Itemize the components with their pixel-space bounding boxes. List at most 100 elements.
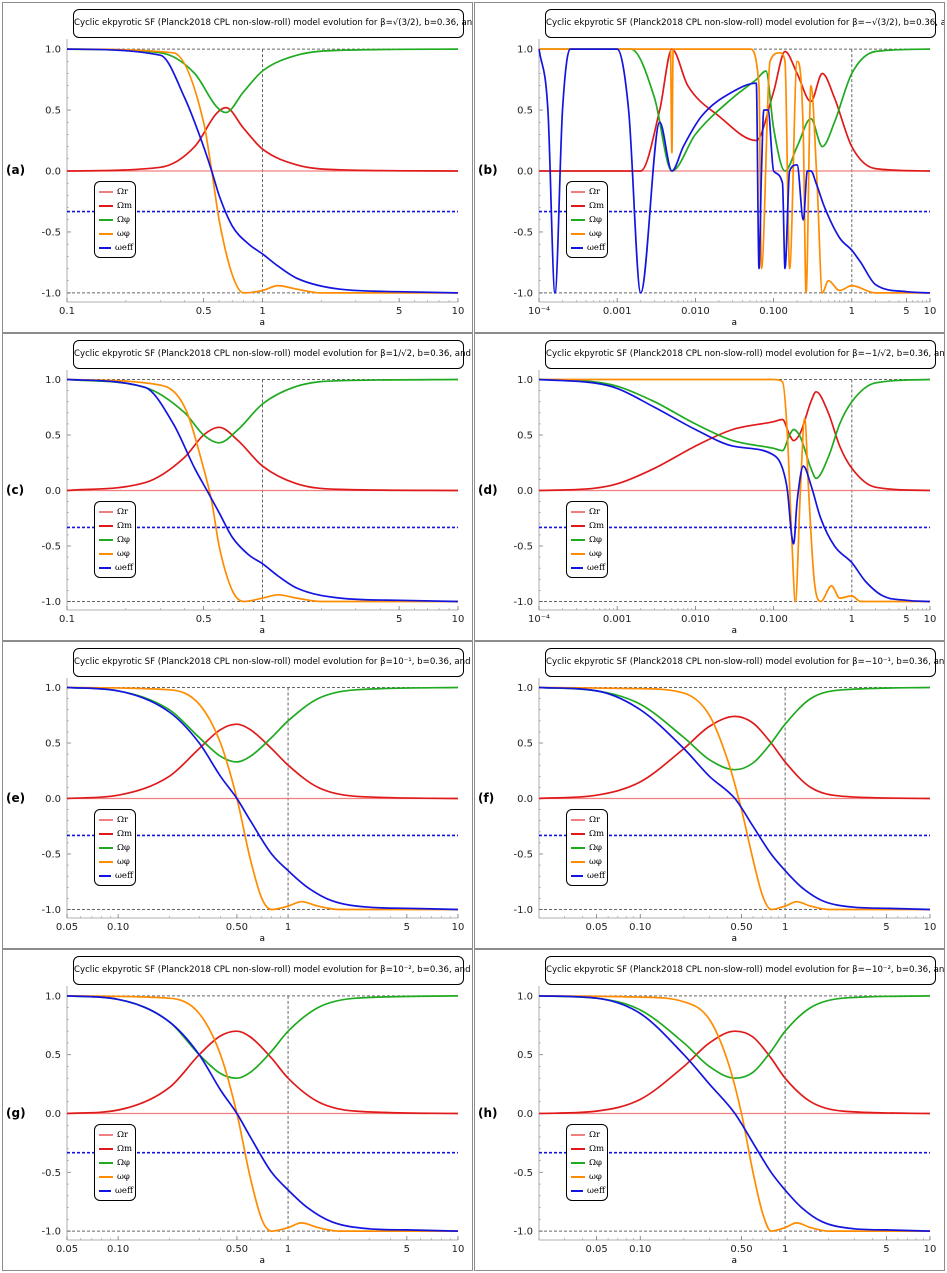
series-line-omega-m <box>538 390 931 492</box>
x-tick-label: 0.001 <box>603 306 632 317</box>
axes: -1.0 -0.5 0.0 0.5 1.0 0.05 0.10 0.50 1 5 10 <box>513 986 936 1255</box>
x-tick-label: 0.05 <box>586 922 608 933</box>
series-line-w-phi <box>538 686 930 911</box>
x-tick-label: 0.10 <box>107 922 129 933</box>
series-line-omega-phi <box>66 995 459 1080</box>
y-tick-label: 1.0 <box>45 991 61 1002</box>
x-tick-label: 0.05 <box>56 922 78 933</box>
x-tick-label: 5 <box>404 1244 410 1255</box>
y-tick-label: 0.5 <box>517 1050 533 1061</box>
legend-item-omega-m: Ωm <box>99 199 133 213</box>
panel-label: (g) <box>6 1105 26 1120</box>
y-tick-label: -1.0 <box>41 288 61 299</box>
panel-label: (f) <box>478 790 495 805</box>
legend-label: ωφ <box>117 856 130 867</box>
series-line-w-eff <box>538 378 931 603</box>
axes: -1.0 -0.5 0.0 0.5 1.0 10⁻⁴ 0.001 0.010 0.100 1 5 10 <box>513 370 936 625</box>
legend-label: Ωm <box>117 201 133 211</box>
legend-label: Ωr <box>117 506 129 517</box>
y-tick-label: -0.5 <box>41 1168 61 1179</box>
y-tick-label: 0.0 <box>45 794 61 805</box>
legend-swatch <box>571 191 585 193</box>
legend-label: ωeff <box>586 562 605 573</box>
x-tick-label: 5 <box>903 614 909 625</box>
legend-label: Ωφ <box>589 215 602 225</box>
series-line-w-eff <box>538 48 931 294</box>
legend-swatch <box>571 818 585 821</box>
legend-swatch <box>99 538 113 541</box>
x-tick-label: 0.50 <box>226 1244 248 1255</box>
legend-label: Ωr <box>589 1129 601 1140</box>
panel-label: (c) <box>6 482 25 497</box>
x-axis-label: a <box>259 626 266 636</box>
legend-item-omega-r: Ωr <box>99 813 133 827</box>
x-tick-label: 5 <box>883 922 889 933</box>
legend-item-omega-m: Ωm <box>99 519 133 533</box>
x-tick-label: 10 <box>452 922 465 933</box>
legend-label: Ωr <box>117 814 129 825</box>
x-tick-label: 1 <box>849 306 855 317</box>
chart-title: Cyclic ekpyrotic SF (Planck2018 CPL non-… <box>545 956 944 985</box>
legend: Ωr Ωm Ωφ ωφ ωeff <box>94 808 136 886</box>
plot-svg: -1.0 -0.5 0.0 0.5 1.0 0.05 0.10 0.50 1 5 10 <box>41 678 465 933</box>
legend-item-w-eff: ωeff <box>571 1184 605 1198</box>
legend-label: ωeff <box>114 870 133 881</box>
legend: Ωr Ωm Ωφ ωφ ωeff <box>566 181 608 258</box>
panel-a: -1.0 -0.5 0.0 0.5 1.0 0.1 0.5 1 5 10 a Cyclic ekpyr… <box>2 2 473 333</box>
axes: -1.0 -0.5 0.0 0.5 1.0 10⁻⁴ 0.001 0.010 0.100 1 5 10 <box>513 39 936 317</box>
y-tick-label: 1.0 <box>517 375 533 386</box>
y-tick-label: -0.5 <box>513 849 533 860</box>
legend-label: ωφ <box>589 548 602 559</box>
y-tick-label: -0.5 <box>513 1168 533 1179</box>
y-tick-label: 0.0 <box>517 167 533 178</box>
y-tick-label: 0.5 <box>45 1050 61 1061</box>
legend-swatch <box>99 510 113 513</box>
x-tick-label: 10 <box>924 614 937 625</box>
x-tick-label: 1 <box>782 1244 788 1255</box>
y-tick-label: 1.0 <box>45 683 61 694</box>
y-tick-label: 1.0 <box>517 683 533 694</box>
y-tick-label: -1.0 <box>41 1227 61 1238</box>
legend-swatch <box>571 846 585 849</box>
y-tick-label: 1.0 <box>45 375 61 386</box>
x-tick-label: 0.5 <box>196 306 212 317</box>
legend-item-w-eff: ωeff <box>99 241 133 255</box>
legend-item-omega-m: Ωm <box>571 827 605 841</box>
x-tick-label: 10 <box>924 1244 937 1255</box>
x-tick-label: 10 <box>452 614 465 625</box>
x-axis-label: a <box>731 934 738 944</box>
legend-item-w-phi: ωφ <box>571 855 605 869</box>
legend-label: Ωφ <box>589 534 602 545</box>
panel-f: -1.0 -0.5 0.0 0.5 1.0 0.05 0.10 0.50 1 5 10 a Cyclic… <box>474 641 945 949</box>
legend-item-omega-phi: Ωφ <box>571 213 605 227</box>
legend-item-omega-r: Ωr <box>99 1128 133 1142</box>
x-tick-label: 0.001 <box>603 614 632 625</box>
axes: -1.0 -0.5 0.0 0.5 1.0 0.1 0.5 1 5 10 <box>41 39 464 317</box>
legend-label: Ωr <box>117 187 129 197</box>
legend-label: Ωr <box>589 506 601 517</box>
legend-swatch <box>99 247 111 249</box>
legend-label: Ωm <box>117 1143 133 1154</box>
plot-svg: -1.0 -0.5 0.0 0.5 1.0 0.05 0.10 0.50 1 5 10 <box>513 678 936 933</box>
x-axis-label: a <box>259 318 266 328</box>
legend-label: Ωm <box>589 1143 605 1154</box>
y-tick-label: -1.0 <box>41 597 61 608</box>
panel-b: -1.0 -0.5 0.0 0.5 1.0 10⁻⁴ 0.001 0.010 0.100 1 5 10… <box>474 2 945 333</box>
series-line-w-phi <box>538 995 930 1232</box>
legend: Ωr Ωm Ωφ ωφ ωeff <box>566 1123 608 1201</box>
y-tick-label: -0.5 <box>41 541 61 552</box>
x-tick-label: 10 <box>452 306 465 317</box>
legend-label: ωeff <box>586 243 605 253</box>
legend-item-w-phi: ωφ <box>571 227 605 241</box>
series-line-w-eff <box>66 48 459 294</box>
legend-swatch <box>571 860 585 863</box>
chart-title: Cyclic ekpyrotic SF (Planck2018 CPL non-… <box>545 9 944 38</box>
legend: Ωr Ωm Ωφ ωφ ωeff <box>566 500 608 578</box>
legend-label: ωφ <box>589 229 602 239</box>
legend-label: Ωm <box>589 828 605 839</box>
legend-swatch <box>99 818 113 821</box>
x-tick-label: 10 <box>924 306 937 317</box>
legend-item-omega-m: Ωm <box>571 199 605 213</box>
legend-swatch <box>571 832 585 835</box>
series-line-w-eff <box>66 995 459 1232</box>
